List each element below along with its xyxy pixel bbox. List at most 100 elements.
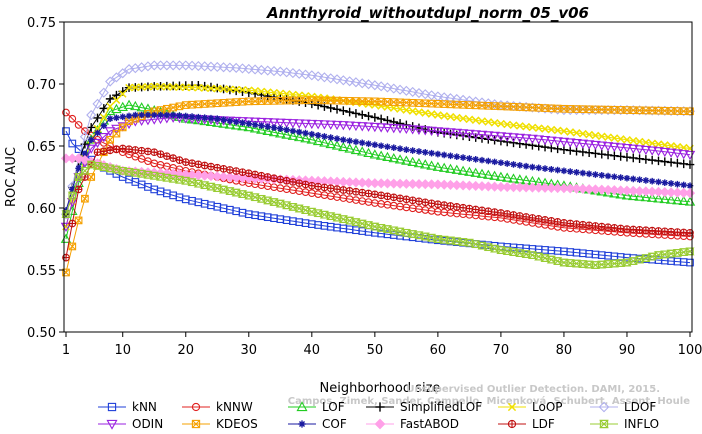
data-point [270, 124, 278, 131]
data-point [175, 83, 184, 92]
data-point [451, 180, 462, 191]
data-point [584, 148, 594, 157]
x-tick-label: 60 [430, 343, 447, 358]
data-point [678, 195, 689, 206]
legend-label: INFLO [624, 417, 659, 431]
data-point [333, 185, 341, 194]
data-point [169, 111, 177, 119]
data-point [275, 199, 285, 208]
data-point [609, 142, 620, 153]
data-point [616, 152, 625, 161]
data-point [546, 136, 557, 146]
data-point [628, 144, 639, 154]
data-point [509, 211, 518, 219]
data-point [420, 89, 431, 100]
data-point [413, 125, 425, 136]
data-point [313, 100, 323, 110]
data-point [105, 76, 116, 87]
data-point [226, 166, 234, 174]
data-point [515, 212, 524, 220]
data-point [464, 129, 475, 140]
data-point [478, 117, 486, 125]
data-point [522, 162, 530, 170]
data-point [277, 125, 284, 132]
data-point [150, 82, 159, 91]
data-point [503, 210, 512, 218]
data-point [207, 114, 215, 122]
data-point [87, 136, 95, 144]
data-point [604, 223, 612, 232]
data-point [87, 173, 96, 181]
data-point [432, 161, 444, 171]
series-fastabod [60, 153, 696, 199]
data-point [144, 147, 152, 156]
series-layer [60, 60, 696, 277]
data-point [534, 124, 543, 132]
data-point [231, 62, 242, 73]
data-point [597, 222, 606, 231]
data-point [678, 150, 689, 160]
data-point [388, 83, 399, 94]
data-point [138, 111, 145, 119]
chart-title: Annthyroid_withoutdupl_norm_05_v06 [266, 4, 589, 22]
data-point [289, 178, 297, 186]
data-point [243, 63, 254, 75]
data-point [541, 125, 549, 133]
data-point [440, 112, 449, 120]
data-point [520, 134, 532, 144]
data-point [471, 205, 480, 214]
data-point [238, 87, 247, 97]
data-point [396, 194, 404, 203]
data-point [370, 190, 379, 199]
data-point [491, 158, 498, 166]
legend-marker [191, 419, 201, 429]
data-point [231, 86, 241, 96]
data-point [642, 138, 650, 147]
data-point [452, 203, 461, 211]
data-point [220, 116, 227, 124]
data-point [564, 138, 576, 148]
data-point [174, 111, 185, 121]
data-point [440, 201, 449, 209]
x-axis: 1 10 20 30 40 50 60 70 80 90 100 [62, 332, 702, 358]
data-point [156, 150, 165, 159]
data-point [339, 186, 348, 194]
data-point [230, 120, 242, 130]
data-point [326, 96, 335, 105]
data-point [218, 171, 229, 182]
data-point [163, 111, 171, 119]
legend-item-knnw: kNNW [182, 400, 253, 414]
data-point [617, 174, 624, 181]
data-point [634, 186, 645, 197]
data-point [137, 146, 146, 155]
data-point [503, 160, 511, 167]
data-point [193, 60, 204, 72]
data-point [92, 98, 103, 109]
data-point [350, 121, 362, 132]
data-point [338, 121, 349, 131]
data-point [275, 66, 286, 77]
data-point [427, 99, 436, 108]
data-point [439, 179, 450, 190]
data-point [125, 145, 133, 154]
data-point [611, 173, 618, 181]
data-point [281, 67, 292, 78]
data-point [534, 215, 543, 223]
data-point [648, 177, 656, 185]
data-point [591, 131, 600, 140]
data-point [446, 202, 455, 210]
data-point [375, 150, 387, 160]
data-point [262, 118, 273, 128]
data-point [169, 83, 177, 91]
data-point [175, 156, 184, 164]
data-point [263, 88, 272, 96]
data-point [257, 87, 266, 96]
data-point [306, 134, 318, 144]
legend-item-lof: LOF [288, 400, 345, 414]
data-point [245, 120, 253, 127]
data-point [596, 184, 607, 195]
data-point [256, 124, 267, 134]
data-point [640, 145, 652, 156]
data-point [615, 143, 626, 153]
